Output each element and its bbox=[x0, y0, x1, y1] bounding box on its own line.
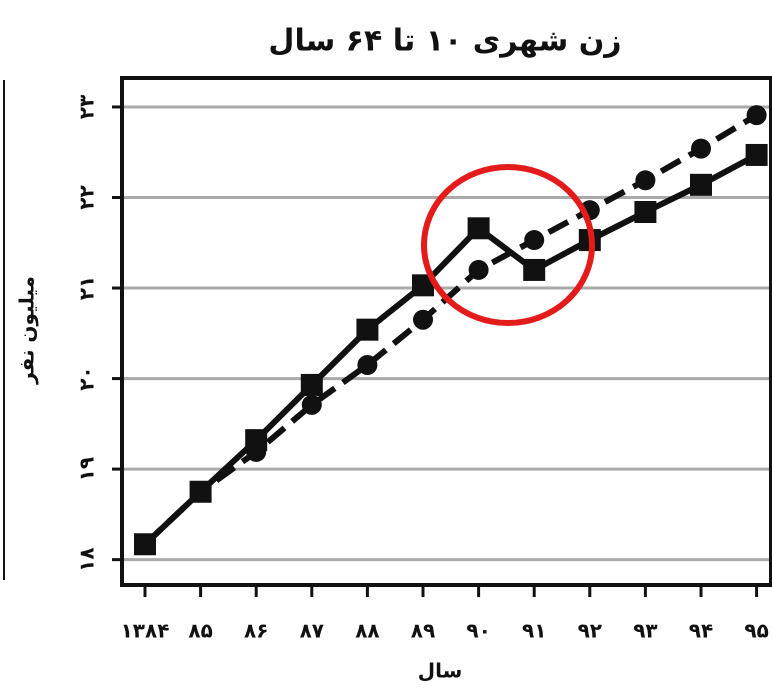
x-tick-label: ۹۲ bbox=[578, 619, 602, 643]
marker bbox=[413, 309, 433, 330]
y-tick-label: ۲۰ bbox=[75, 366, 99, 390]
plot-frame bbox=[120, 76, 772, 587]
x-tick-label: ۸۹ bbox=[411, 619, 435, 643]
x-tick-label: ۹۰ bbox=[466, 619, 490, 643]
marker bbox=[523, 258, 546, 281]
x-tick-label: ۹۳ bbox=[633, 619, 657, 643]
y-tick-label: ۱۹ bbox=[75, 457, 99, 481]
marker bbox=[412, 274, 434, 297]
marker bbox=[634, 200, 657, 223]
x-tick-label: ۸۸ bbox=[355, 619, 379, 643]
series-line bbox=[142, 152, 759, 547]
marker bbox=[468, 259, 489, 280]
x-axis-label: سال bbox=[418, 659, 463, 683]
marker bbox=[635, 170, 656, 191]
x-tick-label: ۹۴ bbox=[689, 619, 713, 643]
marker bbox=[524, 230, 545, 251]
marker bbox=[135, 534, 155, 555]
x-tick-label: ۸۷ bbox=[300, 619, 324, 643]
marker bbox=[467, 217, 490, 240]
marker bbox=[746, 105, 767, 126]
y-tick-label: ۱۸ bbox=[75, 547, 99, 571]
marker bbox=[301, 394, 322, 415]
x-tick-label: ۹۱ bbox=[522, 619, 546, 643]
marker bbox=[356, 318, 379, 341]
y-tick-label: ۲۲ bbox=[75, 185, 99, 209]
marker bbox=[300, 373, 323, 396]
x-tick-label: ۸۵ bbox=[188, 619, 212, 643]
x-tick-label: ۱۳۸۴ bbox=[121, 619, 170, 643]
marker bbox=[246, 441, 267, 462]
marker bbox=[691, 138, 711, 159]
y-tick-label: ۲۱ bbox=[75, 276, 99, 300]
marker bbox=[745, 143, 768, 166]
marker bbox=[190, 481, 211, 502]
marker bbox=[357, 354, 378, 375]
highlight-circle bbox=[421, 164, 595, 326]
y-tick-label: ۲۳ bbox=[75, 95, 99, 119]
series-line bbox=[142, 112, 759, 547]
chart-title: زن شهری ۱۰ تا ۶۴ سال bbox=[268, 24, 621, 59]
x-tick-label: ۸۶ bbox=[244, 619, 268, 643]
y-axis-label: میلیون نفر bbox=[15, 276, 39, 385]
x-tick-label: ۹۵ bbox=[744, 619, 768, 643]
marker bbox=[690, 173, 712, 196]
